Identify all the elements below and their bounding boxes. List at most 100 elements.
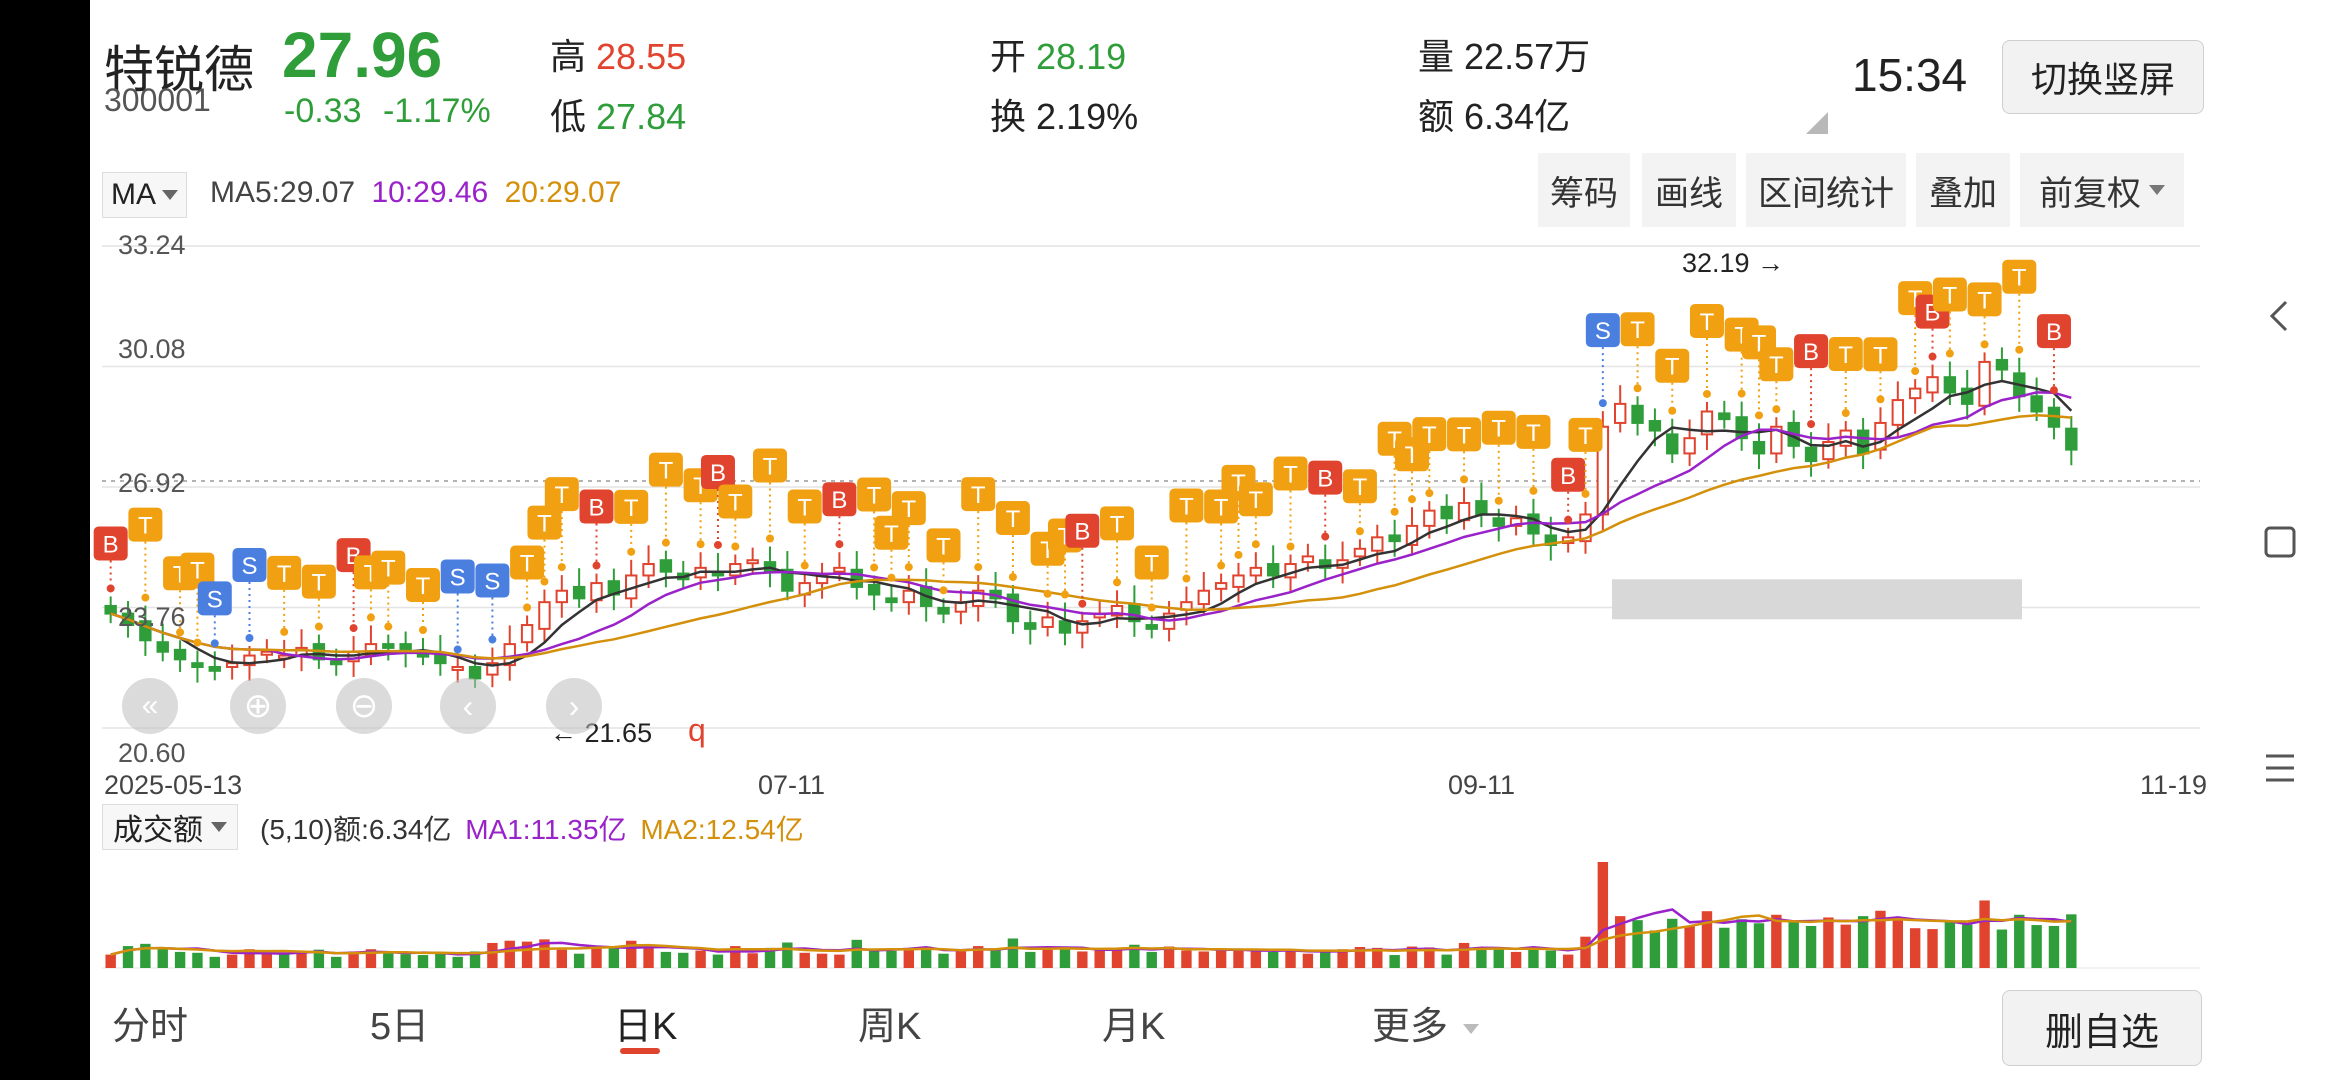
candle	[1579, 513, 1592, 543]
candle	[208, 665, 221, 672]
switch-portrait-button[interactable]: 切换竖屏	[2002, 40, 2204, 114]
signal-letter: T	[1700, 309, 1715, 336]
signal-badge	[1620, 312, 1655, 347]
recents-icon[interactable]	[2260, 522, 2300, 562]
signal-dot	[314, 622, 323, 631]
tab-more[interactable]: 更多	[1372, 995, 1479, 1050]
signal-dot	[1321, 532, 1330, 541]
signal-dot	[1008, 573, 1017, 582]
volume-bar	[296, 951, 307, 968]
candle	[1926, 376, 1939, 394]
signal-dot	[523, 603, 532, 612]
zoom-in-button[interactable]: ⊕	[230, 678, 286, 734]
candle	[1388, 534, 1401, 543]
volume-chart[interactable]	[90, 856, 2220, 972]
volume-selector[interactable]: 成交额	[102, 804, 238, 850]
signal-badge	[1134, 545, 1169, 580]
signal-badge	[787, 489, 822, 524]
volume-ma2-line	[110, 914, 2072, 956]
adjust-button[interactable]: 前复权	[2020, 153, 2184, 227]
signal-letter: B	[588, 495, 604, 522]
signal-dot	[1702, 389, 1711, 398]
tab-5day[interactable]: 5日	[370, 1006, 430, 1048]
menu-icon[interactable]	[2260, 748, 2300, 788]
zoom-out-button[interactable]: ⊖	[336, 678, 392, 734]
signal-badge	[857, 477, 892, 512]
volume-bar	[695, 950, 706, 968]
signal-letter: B	[1560, 463, 1576, 490]
candle	[173, 648, 187, 661]
volume-bar	[417, 955, 429, 968]
tab-daily-k[interactable]: 日K	[614, 1006, 678, 1048]
signal-letter: T	[901, 496, 916, 523]
signal-dot	[488, 635, 497, 644]
active-tab-indicator	[620, 1048, 660, 1054]
max-price-marker: 32.19 →	[1682, 248, 1785, 278]
signal-letter: T	[763, 453, 778, 480]
turnover-value: 2.19%	[1036, 96, 1139, 137]
volume-bar	[1215, 949, 1227, 968]
scroll-start-button[interactable]: «	[122, 678, 178, 734]
signal-letter: T	[1873, 342, 1888, 369]
volume-bar	[365, 949, 377, 968]
tab-weekly-k[interactable]: 周K	[858, 1006, 922, 1048]
signal-dot	[1633, 384, 1642, 393]
volume-bar	[400, 954, 411, 968]
signal-badge	[579, 489, 614, 524]
volume-bar	[1753, 923, 1765, 968]
resize-corner-icon[interactable]	[1806, 112, 1828, 134]
volume-bar	[973, 946, 984, 968]
open-stat: 开 28.19	[990, 28, 1126, 80]
volume-bar	[747, 953, 758, 968]
signal-dot	[1980, 340, 1989, 349]
ma-selector[interactable]: MA	[102, 172, 187, 218]
signal-dot	[1234, 550, 1243, 559]
signal-letter: T	[1526, 420, 1541, 447]
volume-bar	[1441, 954, 1452, 968]
volume-bar	[1111, 950, 1123, 968]
back-icon[interactable]	[2260, 296, 2300, 336]
signal-badge	[822, 482, 857, 517]
volume-ma-values: (5,10)额:6.34亿 MA1:11.35亿 MA2:12.54亿	[260, 808, 804, 848]
signal-letter: T	[1283, 461, 1298, 488]
candle	[1735, 416, 1748, 440]
chips-button[interactable]: 筹码	[1538, 153, 1630, 227]
remove-watchlist-button[interactable]: 删自选	[2002, 990, 2202, 1066]
volume-bar	[539, 939, 550, 968]
signal-letter: B	[710, 460, 726, 487]
volume-bar	[1736, 919, 1747, 968]
candle	[2065, 427, 2078, 451]
candle	[1214, 582, 1228, 590]
range-stats-button[interactable]: 区间统计	[1746, 153, 1906, 227]
volume-bar	[591, 948, 602, 968]
signal-dot	[1147, 603, 1156, 612]
signal-badge	[1585, 313, 1620, 348]
signal-dot	[661, 538, 670, 547]
signal-dot	[1876, 395, 1885, 404]
tab-intraday[interactable]: 分时	[112, 1006, 189, 1048]
volume-profile-band	[1612, 579, 2022, 620]
ma-selector-label: MA	[111, 178, 156, 211]
scroll-right-button[interactable]: ›	[546, 678, 602, 734]
volume-bar	[1146, 951, 1157, 968]
volume-bar	[1320, 951, 1331, 968]
y-label-bottom: 20.60	[118, 738, 186, 768]
volume-bar	[1476, 946, 1487, 968]
signal-letter: T	[277, 561, 292, 588]
draw-line-button[interactable]: 画线	[1642, 153, 1736, 227]
signal-badge	[544, 477, 579, 512]
signal-badge	[1689, 303, 1724, 338]
volume-bar	[903, 948, 915, 968]
ma20-line	[110, 414, 2072, 660]
stock-name: 特锐德	[104, 42, 254, 98]
scroll-left-button[interactable]: ‹	[440, 678, 496, 734]
candle	[1544, 534, 1558, 546]
candle	[555, 589, 569, 604]
candle	[572, 585, 586, 600]
signal-letter: T	[867, 482, 882, 509]
overlay-button[interactable]: 叠加	[1916, 153, 2010, 227]
tab-monthly-k[interactable]: 月K	[1102, 1006, 1166, 1048]
candle	[330, 660, 343, 666]
candle	[1319, 559, 1332, 569]
